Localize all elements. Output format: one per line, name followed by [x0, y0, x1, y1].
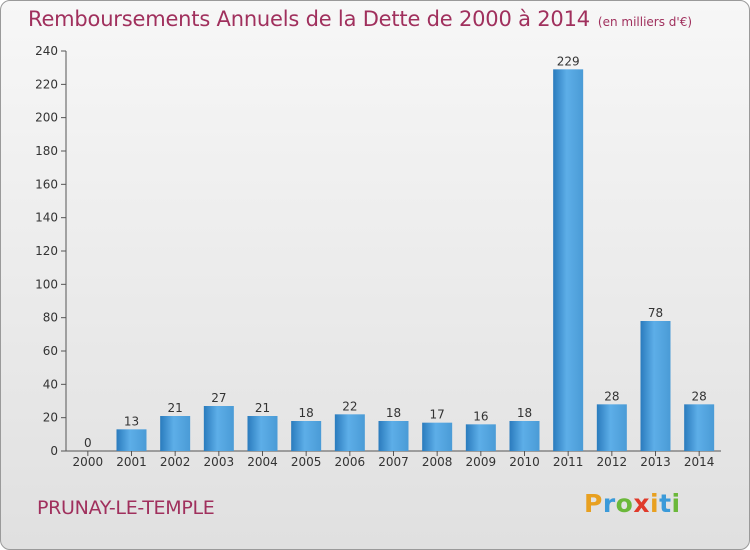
bar-value-label: 229 [557, 54, 580, 68]
bar [116, 429, 147, 451]
chart-title: Remboursements Annuels de la Dette de 20… [28, 7, 692, 31]
bar [203, 406, 234, 451]
bar [465, 424, 496, 451]
y-tick-label: 240 [35, 44, 58, 58]
bar-value-label: 22 [342, 399, 357, 413]
x-tick-label: 2011 [553, 455, 584, 469]
y-tick-label: 120 [35, 244, 58, 258]
x-tick-label: 2001 [116, 455, 147, 469]
bar [334, 414, 365, 451]
bar-value-label: 21 [255, 401, 270, 415]
proxiti-logo: Proxiti [584, 489, 681, 518]
bar-value-label: 18 [299, 406, 314, 420]
x-tick-label: 2005 [291, 455, 322, 469]
x-tick-label: 2000 [73, 455, 104, 469]
x-tick-label: 2003 [204, 455, 235, 469]
logo-letter: i [671, 489, 681, 518]
bar-value-label: 17 [430, 408, 445, 422]
bar [291, 421, 322, 451]
bar-value-label: 28 [604, 389, 619, 403]
bar [422, 422, 453, 451]
bars-group: 0 13 21 27 21 18 22 18 17 16 18 229 28 78 28 [84, 54, 715, 451]
x-tick-label: 2009 [466, 455, 497, 469]
y-tick-label: 80 [43, 311, 58, 325]
city-name: PRUNAY-LE-TEMPLE [37, 497, 215, 519]
x-tick-label: 2002 [160, 455, 191, 469]
logo-letter: P [584, 489, 603, 518]
x-tick-label: 2012 [597, 455, 628, 469]
x-tick-label: 2006 [335, 455, 366, 469]
x-tick-label: 2014 [684, 455, 715, 469]
y-tick-label: 60 [43, 344, 58, 358]
bar [509, 421, 540, 451]
bar-value-label: 13 [124, 414, 139, 428]
logo-letter: x [633, 489, 650, 518]
bar-value-label: 21 [168, 401, 183, 415]
bar-value-label: 27 [211, 391, 226, 405]
bar [247, 416, 278, 451]
x-tick-label: 2008 [422, 455, 453, 469]
bar [684, 404, 715, 451]
x-tick-label: 2010 [509, 455, 540, 469]
x-tick-label: 2004 [247, 455, 278, 469]
bar [640, 321, 671, 451]
title-text: Remboursements Annuels de la Dette de 20… [28, 7, 590, 31]
logo-letter: r [602, 489, 616, 518]
x-tick-label: 2007 [378, 455, 409, 469]
bar [596, 404, 627, 451]
logo-letter: i [650, 489, 660, 518]
y-tick-label: 20 [43, 411, 58, 425]
bar-value-label: 0 [84, 436, 92, 450]
bar-value-label: 28 [692, 389, 707, 403]
bar-value-label: 78 [648, 306, 663, 320]
y-tick-label: 40 [43, 377, 58, 391]
bar [553, 69, 584, 451]
y-tick-label: 180 [35, 144, 58, 158]
y-tick-label: 200 [35, 111, 58, 125]
y-tick-label: 140 [35, 211, 58, 225]
y-tick-label: 100 [35, 277, 58, 291]
bar [160, 416, 191, 451]
bar-value-label: 18 [517, 406, 532, 420]
bar-value-label: 18 [386, 406, 401, 420]
unit-note: (en milliers d'€) [597, 15, 693, 29]
bar [378, 421, 409, 451]
y-tick-label: 220 [35, 77, 58, 91]
logo-letter: o [615, 489, 634, 518]
y-tick-label: 0 [50, 444, 58, 458]
bar-value-label: 16 [473, 409, 488, 423]
x-tick-label: 2013 [640, 455, 671, 469]
y-tick-label: 160 [35, 177, 58, 191]
logo-letter: t [659, 489, 672, 518]
